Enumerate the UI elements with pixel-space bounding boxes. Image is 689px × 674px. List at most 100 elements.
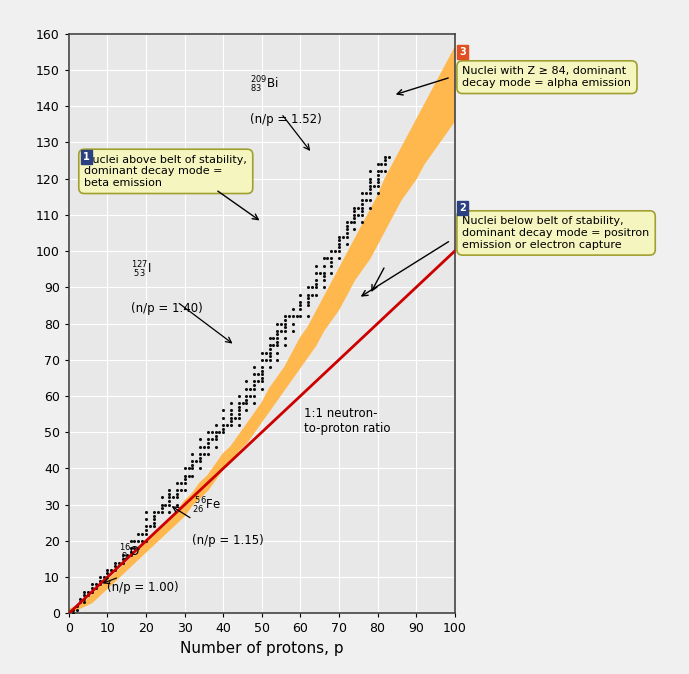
Point [245, 391, 256, 402]
Point [191, 456, 202, 466]
Point [380, 152, 391, 162]
Point [341, 228, 352, 239]
Point [164, 495, 175, 506]
Point [260, 347, 271, 358]
Point [125, 547, 136, 557]
Point [326, 253, 337, 264]
Point [148, 521, 159, 532]
Point [326, 246, 337, 257]
Point [160, 499, 171, 510]
Point [357, 210, 368, 220]
Point [287, 318, 298, 329]
Point [87, 586, 98, 597]
Point [329, 246, 340, 257]
Point [291, 311, 302, 321]
Point [218, 419, 229, 431]
Point [271, 326, 282, 336]
Point [129, 535, 140, 546]
Point [75, 597, 86, 608]
Point [280, 315, 291, 326]
Point [233, 405, 244, 416]
Point [295, 311, 306, 321]
Point [187, 470, 198, 481]
Point [318, 275, 329, 286]
Point [179, 463, 190, 474]
Point [233, 391, 244, 402]
Point [141, 528, 152, 539]
Point [172, 489, 183, 499]
Point [252, 376, 263, 387]
Point [302, 293, 313, 303]
Point [229, 412, 240, 423]
Point [237, 398, 248, 408]
Point [156, 492, 167, 503]
Point [341, 216, 352, 227]
Point [90, 579, 101, 590]
Point [302, 300, 313, 311]
Point [310, 278, 321, 289]
Point [68, 605, 79, 615]
Point [271, 336, 282, 347]
Point [333, 239, 344, 249]
Point [310, 260, 321, 271]
Point [102, 568, 113, 579]
Text: $\mathdefault{^{127}_{\ 53}}$I: $\mathdefault{^{127}_{\ 53}}$I [131, 260, 151, 280]
Point [233, 402, 244, 412]
Point [341, 224, 352, 235]
Point [156, 507, 167, 518]
Point [364, 184, 376, 195]
Point [141, 507, 152, 518]
Point [194, 452, 205, 463]
Point [225, 416, 236, 427]
Point [241, 398, 252, 408]
Point [271, 340, 282, 350]
Point [310, 289, 321, 300]
Point [110, 557, 121, 568]
Point [357, 187, 368, 198]
Point [318, 271, 329, 282]
Point [90, 582, 101, 593]
Point [372, 170, 383, 181]
Point [133, 528, 144, 539]
Point [264, 347, 275, 358]
Point [125, 535, 136, 546]
Point [172, 499, 183, 510]
Point [302, 289, 313, 300]
Point [380, 155, 391, 166]
Point [206, 434, 217, 445]
Point [372, 181, 383, 191]
Point [245, 384, 256, 394]
Point [295, 289, 306, 300]
Point [110, 561, 121, 572]
Point [225, 412, 236, 423]
Point [179, 477, 190, 488]
Point [179, 470, 190, 481]
Point [271, 355, 282, 365]
Point [295, 297, 306, 307]
Point [353, 202, 364, 213]
Point [71, 605, 82, 615]
Point [141, 514, 152, 524]
Point [341, 231, 352, 242]
Point [318, 253, 329, 264]
Point [148, 518, 159, 528]
Point [117, 557, 128, 568]
Point [194, 456, 205, 466]
Point [203, 441, 214, 452]
Point [364, 195, 376, 206]
Point [218, 405, 229, 416]
Text: (n/p = 1.40): (n/p = 1.40) [131, 302, 203, 315]
Point [360, 187, 371, 198]
Point [280, 332, 291, 343]
Point [256, 384, 267, 394]
Point [364, 166, 376, 177]
Point [133, 543, 144, 553]
Point [283, 311, 294, 321]
Point [349, 210, 360, 220]
Point [156, 499, 167, 510]
Point [203, 449, 214, 460]
Point [249, 384, 260, 394]
Point [310, 275, 321, 286]
Point [121, 550, 132, 561]
Point [280, 326, 291, 336]
